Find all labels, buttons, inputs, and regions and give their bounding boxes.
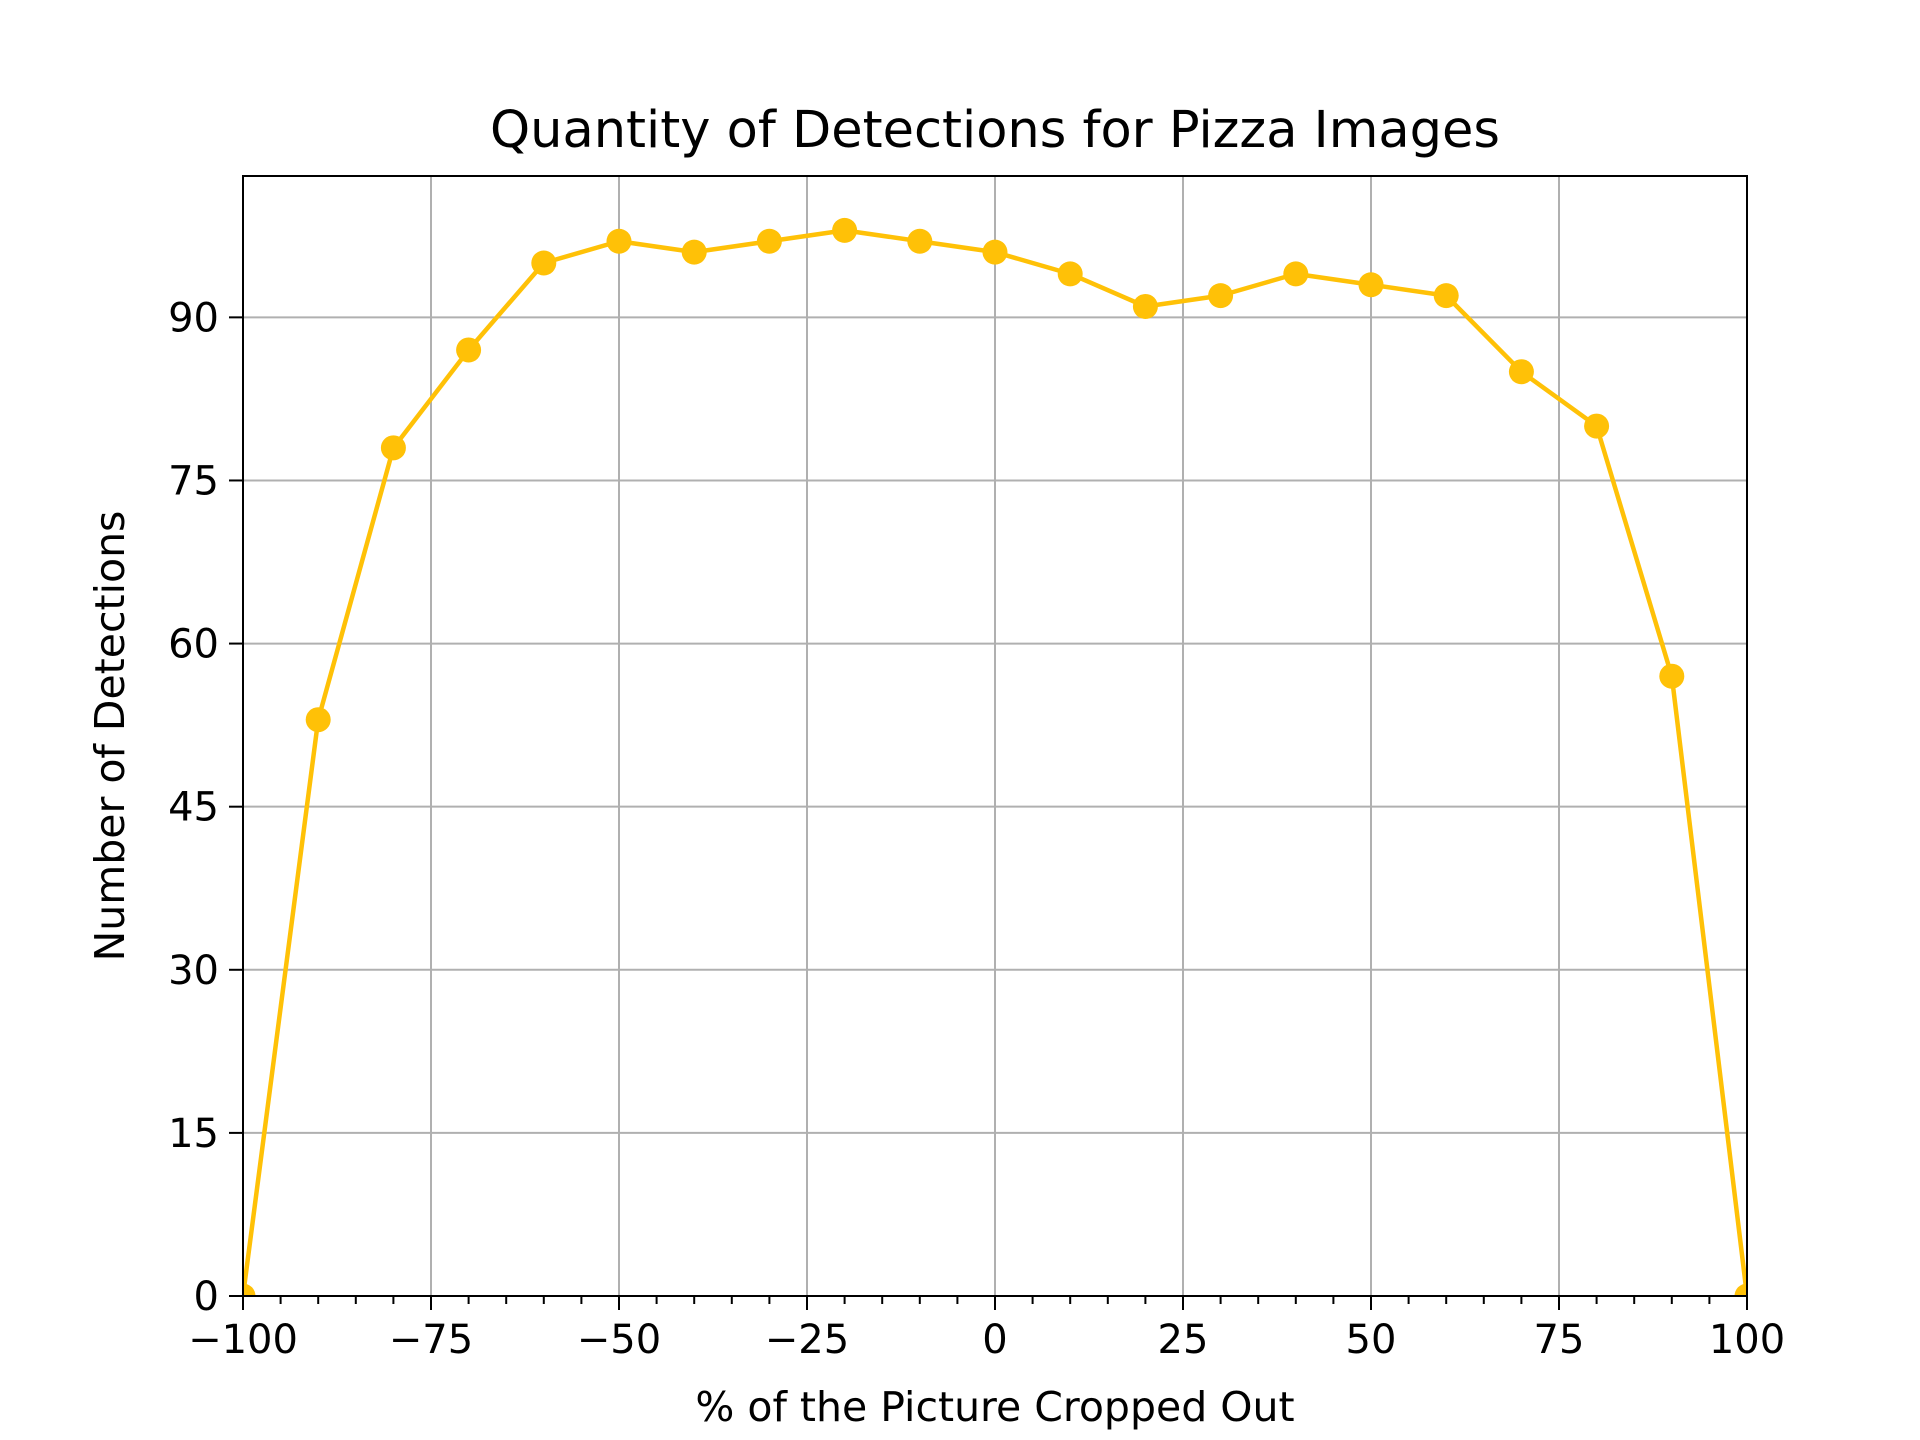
data-point-9 (907, 228, 933, 254)
series-layer (243, 217, 1747, 1296)
data-point-3 (456, 337, 482, 363)
y-tick-label-1: 15 (168, 1111, 219, 1157)
major-ticks (229, 316, 1748, 1310)
data-point-1 (305, 707, 331, 733)
data-point-17 (1508, 359, 1534, 385)
data-point-11 (1057, 261, 1083, 287)
data-point-8 (832, 217, 858, 243)
x-axis-label: % of the Picture Cropped Out (695, 1383, 1294, 1431)
x-tick-label-7: 75 (1534, 1317, 1585, 1363)
data-point-10 (982, 239, 1008, 265)
y-tick-label-5: 75 (168, 458, 219, 504)
data-point-5 (606, 228, 632, 254)
x-minor-ticks (279, 1296, 1711, 1304)
y-tick-label-3: 45 (168, 785, 219, 831)
x-tick-label-5: 25 (1158, 1317, 1209, 1363)
data-point-19 (1659, 663, 1685, 689)
y-tick-label-0: 0 (194, 1274, 219, 1320)
data-point-4 (531, 250, 557, 276)
y-tick-label-6: 90 (168, 295, 219, 341)
data-point-7 (756, 228, 782, 254)
y-tick-label-4: 60 (168, 622, 219, 668)
data-point-16 (1433, 283, 1459, 309)
data-point-14 (1283, 261, 1309, 287)
x-tick-label-3: −25 (765, 1317, 849, 1363)
y-axis-label: Number of Detections (86, 511, 134, 962)
data-point-2 (380, 435, 406, 461)
x-tick-label-2: −50 (577, 1317, 661, 1363)
data-point-15 (1358, 272, 1384, 298)
chart-title: Quantity of Detections for Pizza Images (490, 101, 1500, 160)
series-0 (243, 217, 1747, 1296)
data-point-13 (1208, 283, 1234, 309)
data-point-20 (1734, 1283, 1747, 1296)
x-tick-label-1: −75 (389, 1317, 473, 1363)
tick-labels: −100 −75 −50 −25 0 25 50 75 100 0 15 30 45 60 75 90 (168, 295, 1785, 1363)
data-point-0 (243, 1283, 256, 1296)
plot-frame (242, 175, 1748, 1297)
x-tick-label-4: 0 (982, 1317, 1007, 1363)
x-tick-label-0: −100 (188, 1317, 298, 1363)
x-tick-label-6: 50 (1346, 1317, 1397, 1363)
grid (242, 176, 1748, 1297)
data-point-12 (1132, 293, 1158, 319)
x-tick-label-8: 100 (1709, 1317, 1785, 1363)
y-tick-label-2: 30 (168, 948, 219, 994)
data-point-6 (681, 239, 707, 265)
data-point-18 (1584, 413, 1610, 439)
